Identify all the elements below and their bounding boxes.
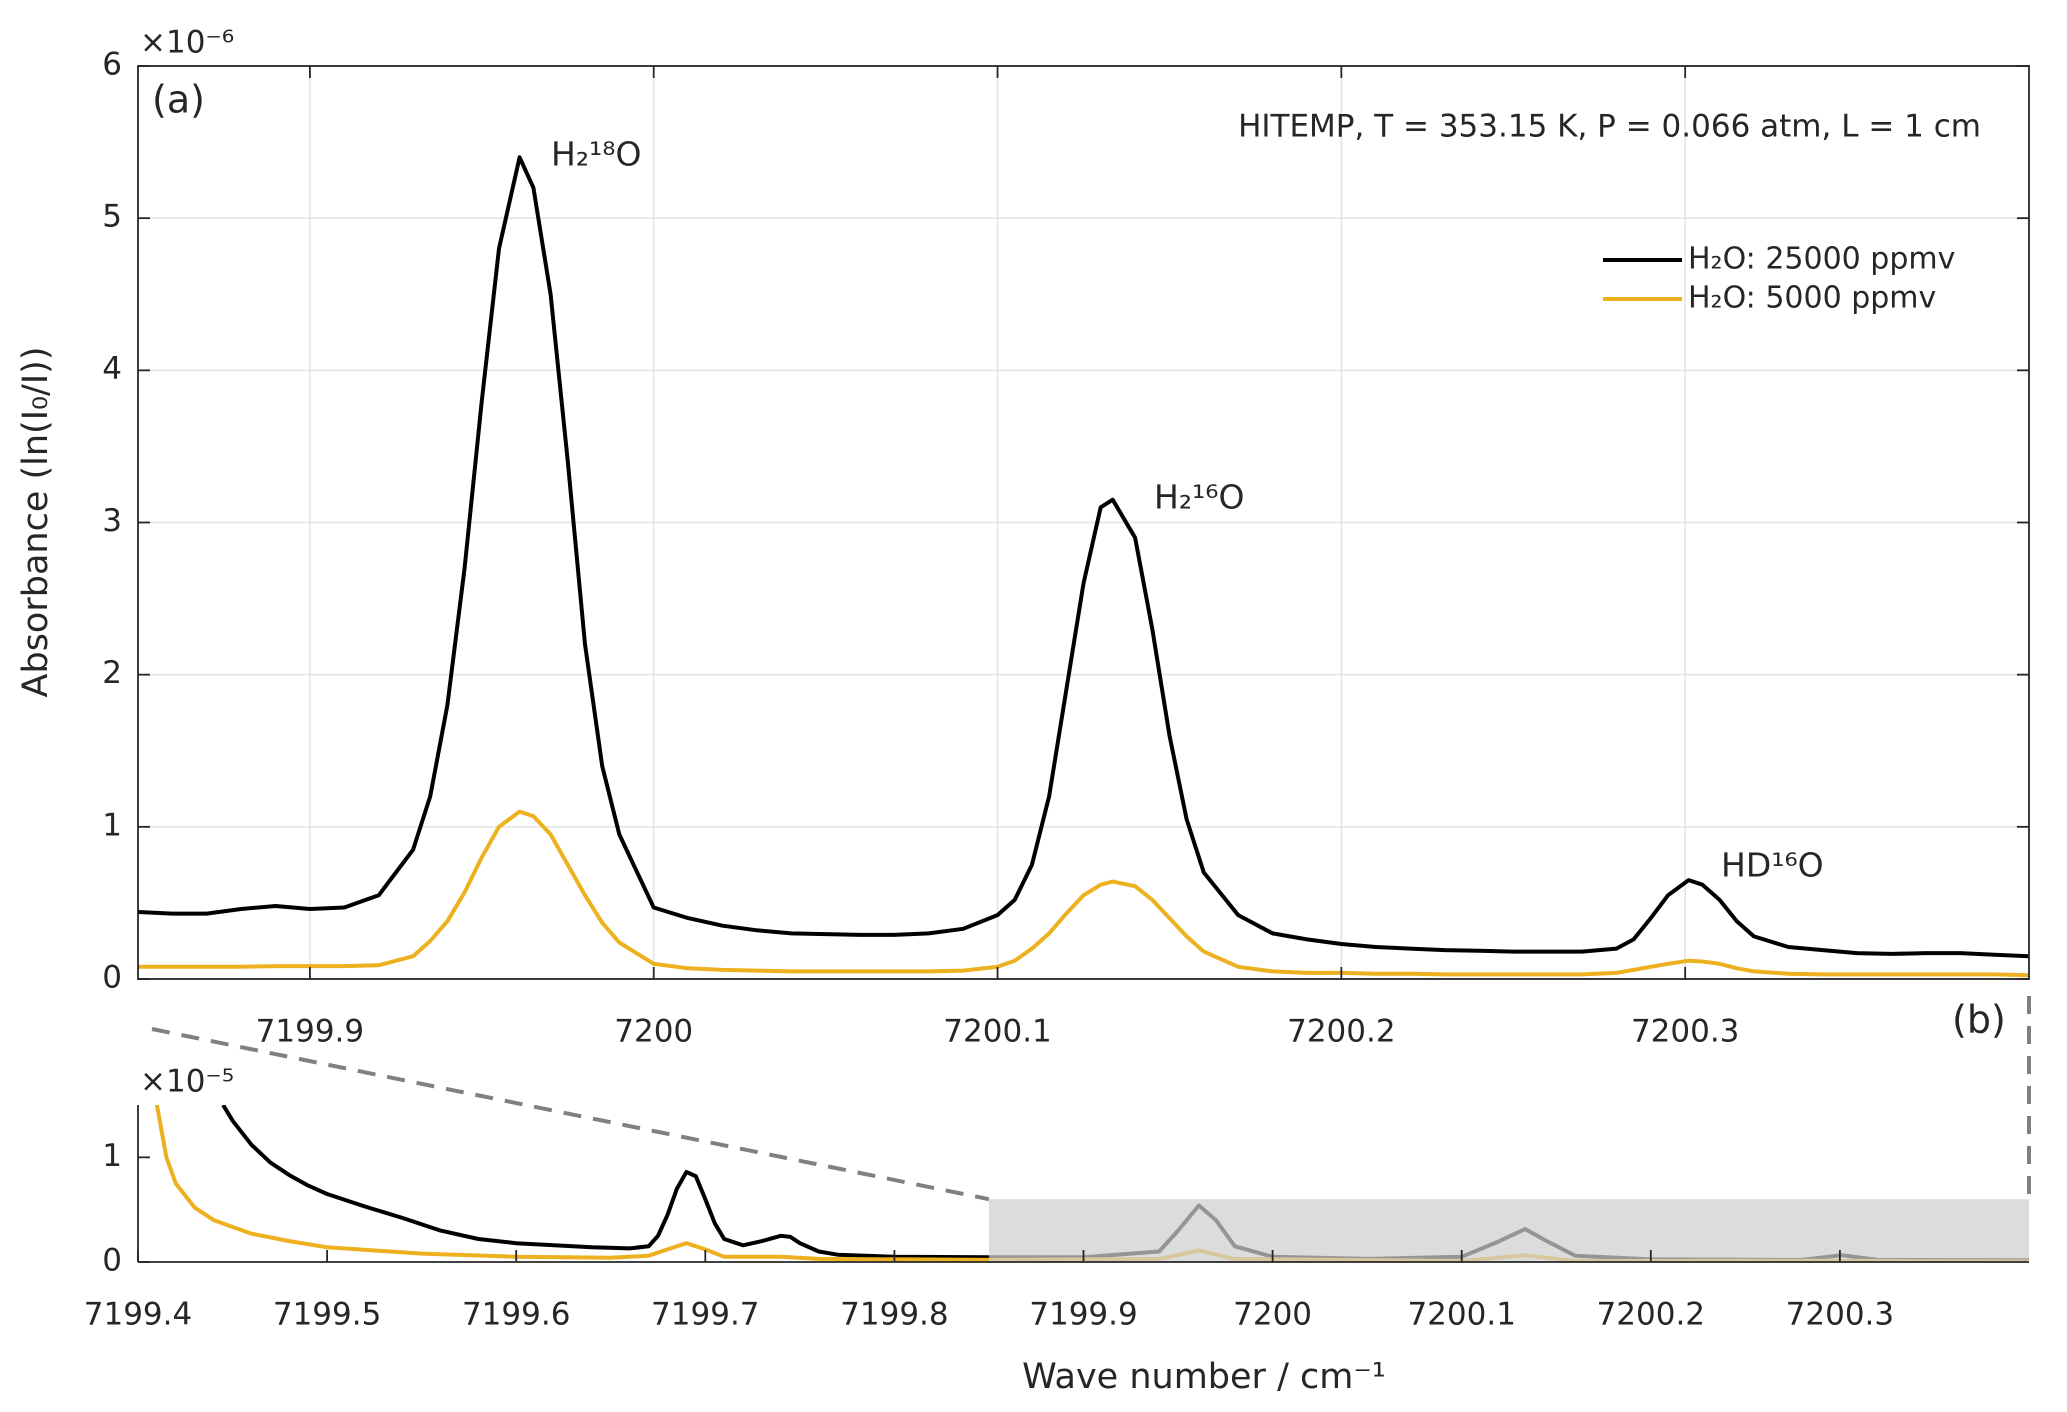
- y-tick-label: 6: [102, 47, 122, 83]
- x-tick-label: 7200.3: [1786, 1297, 1894, 1333]
- panel-label: (a): [152, 78, 205, 122]
- y-tick-label: 1: [102, 1138, 122, 1174]
- x-tick-label: 7200: [1233, 1297, 1312, 1333]
- legend-label: H₂O: 25000 ppmv: [1688, 242, 1955, 277]
- x-tick-label: 7200.1: [943, 1014, 1051, 1050]
- x-tick-label: 7200.2: [1287, 1014, 1395, 1050]
- x-tick-label: 7199.9: [1029, 1297, 1137, 1333]
- x-tick-label: 7200.1: [1407, 1297, 1515, 1333]
- x-tick-label: 7199.9: [256, 1014, 364, 1050]
- peak-label: H₂¹⁸O: [551, 135, 641, 174]
- x-tick-label: 7199.6: [462, 1297, 570, 1333]
- y-tick-label: 3: [102, 503, 122, 539]
- x-tick-label: 7199.5: [273, 1297, 381, 1333]
- y-tick-label: 5: [102, 199, 122, 235]
- y-tick-label: 2: [102, 655, 122, 691]
- annotation: HITEMP, T = 353.15 K, P = 0.066 atm, L =…: [1238, 109, 1981, 145]
- x-axis-label: Wave number / cm⁻¹: [1022, 1357, 1386, 1397]
- x-tick-label: 7199.4: [84, 1297, 192, 1333]
- x-tick-label: 7200.2: [1597, 1297, 1705, 1333]
- x-tick-label: 7200: [614, 1014, 693, 1050]
- y-tick-label: 4: [102, 351, 122, 387]
- x-tick-label: 7200.3: [1631, 1014, 1739, 1050]
- y-axis-label: Absorbance (ln(I₀/I)): [16, 347, 56, 698]
- legend-label: H₂O: 5000 ppmv: [1688, 281, 1936, 316]
- peak-label: H₂¹⁶O: [1154, 478, 1244, 517]
- zoom-box: [988, 1199, 2030, 1262]
- data-line: [138, 155, 2029, 959]
- axis-exponent: ×10⁻⁶: [140, 25, 234, 61]
- data-line: [138, 809, 2029, 978]
- x-tick-label: 7199.8: [840, 1297, 948, 1333]
- zoom-connector: [151, 1027, 990, 1202]
- x-tick-label: 7199.7: [651, 1297, 759, 1333]
- panel-label: (b): [1952, 998, 2006, 1042]
- y-tick-label: 0: [102, 960, 122, 996]
- y-tick-label: 1: [102, 807, 122, 843]
- peak-label: HD¹⁶O: [1721, 846, 1824, 885]
- axis-exponent: ×10⁻⁵: [140, 1064, 234, 1100]
- y-tick-label: 0: [102, 1243, 122, 1279]
